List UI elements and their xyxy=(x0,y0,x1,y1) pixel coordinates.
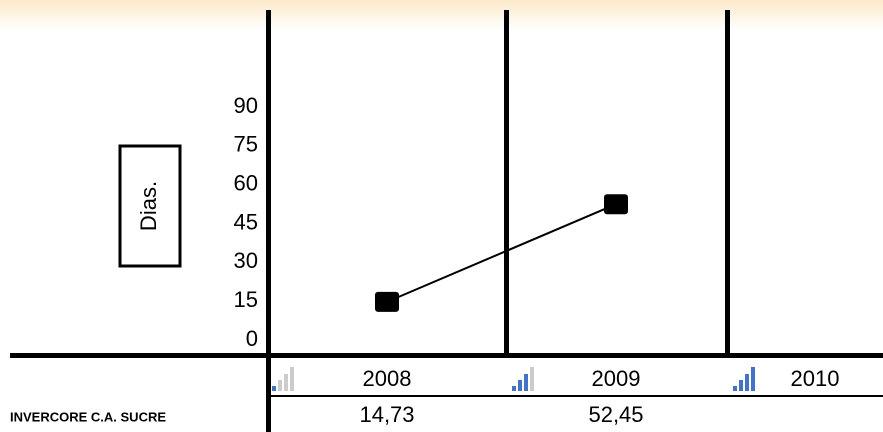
x-tick-label: 2009 xyxy=(592,366,641,391)
y-tick-label: 90 xyxy=(234,93,258,118)
watermark xyxy=(0,0,883,30)
value-label: 14,73 xyxy=(359,402,414,427)
signal-icons xyxy=(272,367,755,391)
value-label: 52,45 xyxy=(588,402,643,427)
y-tick-label: 30 xyxy=(234,248,258,273)
y-tick-label: 60 xyxy=(234,170,258,195)
y-axis-label: Dias. xyxy=(136,181,161,231)
marker xyxy=(375,291,399,312)
line xyxy=(386,203,617,303)
marker xyxy=(604,194,628,215)
y-tick-label: 0 xyxy=(246,326,258,351)
y-tick-label: 75 xyxy=(234,132,258,157)
row-label: INVERCORE C.A. SUCRE xyxy=(10,409,166,424)
x-tick-label: 2010 xyxy=(791,366,840,391)
y-tick-label: 15 xyxy=(234,287,258,312)
grid-frame xyxy=(10,10,883,432)
y-label-box xyxy=(118,144,182,268)
y-tick-label: 45 xyxy=(234,209,258,234)
x-tick-label: 2008 xyxy=(363,366,412,391)
